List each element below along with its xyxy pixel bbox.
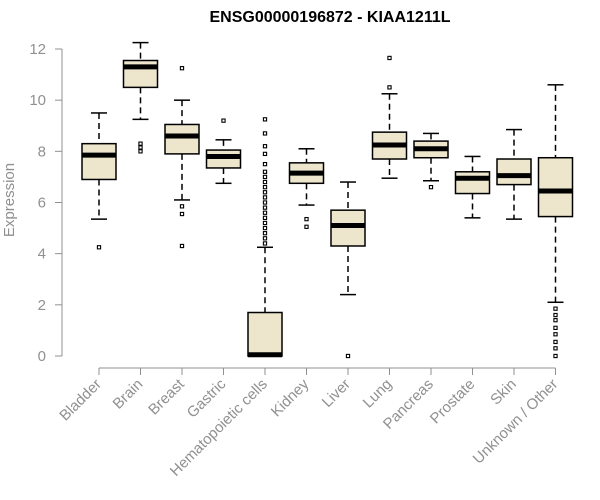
outlier-point: [345, 353, 351, 359]
iqr-box: [454, 171, 491, 195]
box-unknown-other: [537, 84, 574, 359]
x-tick-label: Breast: [145, 375, 188, 418]
y-axis-label: Expression: [1, 163, 18, 237]
iqr-box: [330, 209, 366, 247]
outlier-point: [428, 185, 434, 190]
outlier-point: [262, 185, 268, 190]
outlier-point: [262, 225, 268, 231]
outlier-point: [179, 204, 185, 209]
x-tick-label: Bladder: [56, 376, 105, 425]
y-tick-label: 4: [38, 246, 46, 263]
chart-title: ENSG00000196872 - KIAA1211L: [209, 9, 450, 26]
outlier-point: [179, 243, 185, 249]
outlier-point: [96, 245, 102, 250]
iqr-box: [247, 311, 283, 357]
y-axis: 0 2 4 6 8 10 12: [29, 41, 63, 365]
box-lung: [371, 55, 408, 179]
outlier-point: [262, 231, 268, 236]
box-brain: [122, 41, 159, 154]
box-hematopoietic-cells: [247, 117, 283, 358]
outlier-point: [553, 346, 558, 351]
outlier-point: [221, 118, 226, 123]
outlier-point: [262, 151, 268, 157]
iqr-box: [205, 149, 242, 169]
outlier-point: [138, 141, 143, 146]
outlier-point: [262, 190, 268, 195]
outlier-point: [262, 179, 268, 185]
x-tick-label: Brain: [110, 376, 147, 413]
outlier-point: [262, 215, 268, 221]
outlier-point: [262, 200, 268, 205]
outlier-point: [262, 205, 268, 210]
box-series: [81, 41, 574, 359]
outlier-point: [262, 144, 268, 149]
outlier-point: [262, 169, 268, 174]
y-tick-label: 0: [38, 348, 46, 365]
outlier-point: [262, 117, 268, 122]
box-breast: [164, 66, 200, 249]
x-tick-label: Skin: [487, 376, 520, 409]
y-tick-label: 8: [38, 143, 46, 160]
outlier-point: [262, 220, 268, 226]
y-tick-label: 12: [29, 41, 46, 58]
outlier-point: [387, 55, 392, 61]
y-tick-label: 6: [38, 195, 46, 212]
iqr-box: [164, 123, 200, 155]
outlier-point: [553, 306, 558, 311]
outlier-point: [262, 131, 268, 136]
outlier-point: [179, 211, 185, 217]
outlier-point: [553, 353, 558, 359]
box-gastric: [205, 118, 242, 185]
box-pancreas: [413, 132, 449, 190]
outlier-point: [262, 236, 268, 241]
outlier-point: [262, 241, 268, 246]
box-skin: [496, 128, 532, 220]
outlier-point: [179, 66, 185, 71]
outlier-point: [553, 318, 558, 323]
x-tick-label: Kidney: [268, 375, 313, 420]
box-liver: [330, 181, 366, 359]
outlier-point: [262, 210, 268, 215]
outlier-point: [553, 325, 558, 331]
x-tick-label: Liver: [319, 376, 354, 411]
box-kidney: [288, 148, 325, 229]
outlier-point: [138, 149, 143, 154]
outlier-point: [553, 332, 558, 337]
outlier-point: [304, 216, 309, 222]
box-bladder: [81, 112, 117, 250]
outlier-point: [553, 339, 558, 345]
x-tick-label: Lung: [360, 376, 396, 412]
y-tick-label: 2: [38, 297, 46, 314]
iqr-box: [496, 158, 532, 186]
y-tick-label: 10: [29, 92, 46, 109]
outlier-point: [553, 312, 558, 318]
outlier-point: [262, 195, 268, 200]
outlier-point: [138, 145, 143, 150]
outlier-point: [304, 224, 309, 229]
iqr-box: [537, 156, 574, 218]
outlier-point: [387, 85, 392, 90]
x-tick-label: Prostate: [427, 376, 479, 428]
outlier-point: [262, 161, 268, 167]
outlier-point: [262, 174, 268, 180]
iqr-box: [81, 142, 117, 181]
box-prostate: [454, 155, 491, 219]
